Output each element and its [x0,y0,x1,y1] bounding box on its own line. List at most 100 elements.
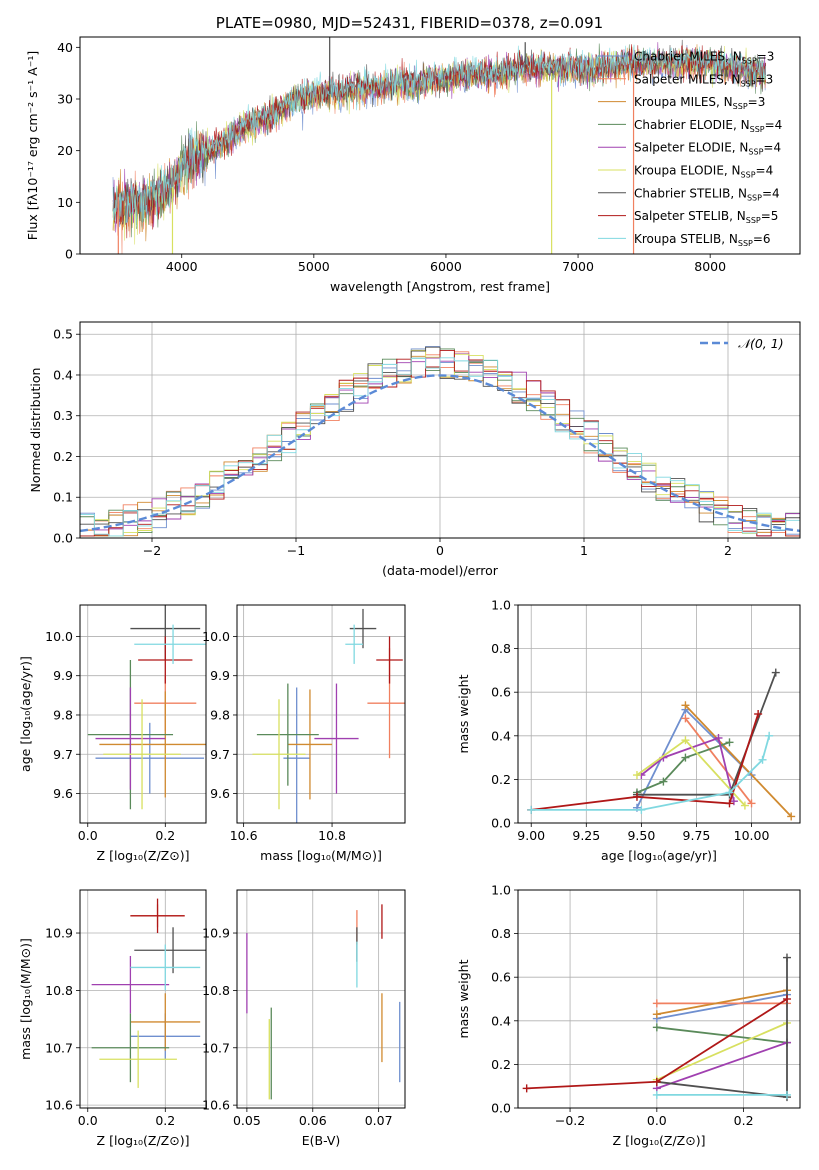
weight-series [531,713,759,811]
y-tick-label: 9.9 [53,668,73,683]
x-tick-label: 0.0 [647,1113,667,1128]
plus-marker [527,805,536,814]
y-tick-label: 0.2 [491,772,511,787]
ticks: 0.0 0.2 10.6 10.7 10.8 10.9 [45,926,175,1128]
y-axis-label: age [log₁₀(age/yr)] [18,656,33,772]
legend-entry: Salpeter STELIB, NSSP=5 [634,209,778,225]
weight-series [656,1022,788,1081]
legend-entry: Kroupa STELIB, NSSP=6 [634,232,771,248]
x-tick-label: 0.2 [734,1113,754,1128]
y-tick-label: 9.8 [210,707,230,722]
weight-series [656,1026,788,1044]
y-tick-label: 0.1 [53,490,73,505]
plus-marker [681,736,690,745]
y-tick-label: 10.0 [45,629,73,644]
weight-series [684,717,753,804]
y-tick-label: 10.8 [45,983,73,998]
grid [80,890,206,1108]
plus-marker [765,731,774,740]
panel-7: 0.05 0.06 0.07 10.6 10.7 10.8 10.9 E(B-V) [202,889,406,1148]
panel-4: 10.6 10.8 9.6 9.7 9.8 9.9 10.0 mass [log₁₀(M/M⊙… [202,604,406,863]
y-tick-label: 9.8 [53,707,73,722]
ticks: 4000 5000 6000 7000 8000 0 10 20 30 40 [57,40,726,274]
y-tick-label: 0.4 [491,728,511,743]
weight-series [636,741,730,794]
x-tick-label: 10.6 [230,828,258,843]
x-tick-label: 4000 [166,259,198,274]
plus-marker [740,801,749,810]
y-tick-label: 10.9 [202,926,230,941]
x-tick-label: 8000 [694,259,726,274]
x-tick-label: 0.0 [78,1113,98,1128]
legend-entry: Kroupa MILES, NSSP=3 [634,95,765,111]
y-tick-label: 0.4 [491,1013,511,1028]
panel-1: 4000 5000 6000 7000 8000 0 10 20 30 40 wavelength … [25,14,801,294]
axes-frame [79,321,801,539]
weight-series [656,993,788,1020]
y-tick-label: 0.6 [491,970,511,985]
plus-marker [725,738,734,747]
plus-marker [754,710,763,718]
histograms [80,346,800,538]
axes-frame [236,604,406,824]
x-tick-label: 9.25 [572,828,600,843]
x-tick-label: 0.2 [155,828,175,843]
plus-marker [771,668,780,677]
y-tick-label: 10.9 [45,926,73,941]
plus-marker [782,1090,791,1099]
x-tick-label: 9.50 [627,828,655,843]
plus-marker [637,805,646,814]
x-axis-label: age [log₁₀(age/yr)] [601,848,717,863]
ticks: 0.05 0.06 0.07 10.6 10.7 10.8 10.9 [202,926,392,1128]
y-tick-label: 0.4 [53,367,73,382]
weight-lines [527,668,796,821]
axes-frame [517,889,801,1109]
errorbars [246,904,401,1100]
histogram-series [80,357,800,538]
x-tick-label: 9.75 [683,828,711,843]
plus-marker [632,771,641,780]
legend-entry: Chabrier STELIB, NSSP=4 [634,186,780,202]
y-tick-label: 9.9 [210,668,230,683]
y-tick-label: 10.0 [202,629,230,644]
plus-marker [652,1010,661,1019]
grid [237,890,405,1108]
weight-series [656,1041,788,1090]
ticks: 9.00 9.25 9.50 9.75 10.00 0.0 0.2 0.4 0.6 0.8 1.0 [491,598,769,844]
legend-entry: Salpeter MILES, NSSP=3 [634,72,773,88]
panel-6: 0.0 0.2 10.6 10.7 10.8 10.9 Z [log₁₀(Z/Z⊙)] mas… [18,889,207,1148]
x-tick-label: 7000 [562,259,594,274]
x-tick-label: 0.05 [233,1113,261,1128]
y-tick-label: 0.8 [491,926,511,941]
plus-marker [652,1090,661,1099]
axes-frame [79,36,801,255]
panel-8: −0.2 0.0 0.2 0.0 0.2 0.4 0.6 0.8 1.0 Z [log₁₀(Z/Z… [456,883,801,1148]
plus-marker [725,799,734,808]
legend: 𝒩(0, 1) [700,336,784,351]
grid [518,889,800,1109]
plus-marker [681,753,690,762]
ticks: 0.0 0.2 9.6 9.7 9.8 9.9 10.0 [45,629,175,843]
plus-marker [652,999,661,1008]
y-axis-label: Normed distribution [28,368,43,493]
y-tick-label: 0.0 [491,816,511,831]
y-tick-label: 10.7 [202,1040,230,1055]
x-tick-label: 10.8 [318,828,346,843]
weight-series [637,672,777,796]
plus-marker [725,788,734,797]
y-tick-label: 9.6 [210,786,230,801]
legend-entry: 𝒩(0, 1) [738,336,784,351]
y-tick-label: 9.7 [210,747,230,762]
ticks: −0.2 0.0 0.2 0.0 0.2 0.4 0.6 0.8 1.0 [491,883,753,1129]
errorbars [87,605,206,810]
legend-entry: Chabrier MILES, NSSP=3 [634,50,774,66]
errorbars [91,898,206,1088]
x-axis-label: Z [log₁₀(Z/Z⊙)] [613,1133,706,1148]
y-tick-label: 0.2 [491,1057,511,1072]
plus-marker [632,792,641,801]
weight-series [684,704,792,818]
normal-curve [80,374,800,533]
spectra [112,37,766,254]
y-tick-label: 1.0 [491,883,511,898]
plus-marker [787,812,796,821]
